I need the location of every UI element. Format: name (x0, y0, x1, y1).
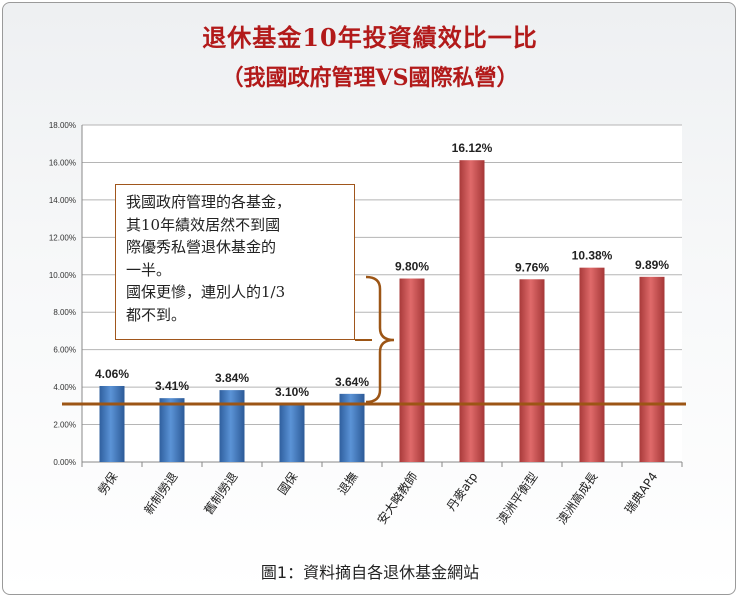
bar (279, 403, 305, 462)
bar (639, 276, 665, 462)
y-tick-label: 6.00% (53, 346, 76, 355)
bar (579, 267, 605, 462)
y-tick-label: 8.00% (53, 308, 76, 317)
x-tick-label: 安大略教師 (374, 469, 421, 527)
data-label: 16.12% (452, 141, 493, 155)
annotation-line: 國保更慘，連別人的1/3 (126, 283, 286, 301)
annotation-box: 我國政府管理的各基金， 其10年績效居然不到國 際優秀私營退休基金的 一半。國保更慘，… (115, 184, 355, 340)
data-label: 9.80% (395, 260, 429, 274)
data-label: 10.38% (572, 249, 613, 263)
bar (519, 279, 545, 462)
annotation-line: 一半。 (126, 260, 172, 279)
data-label: 9.76% (515, 260, 549, 274)
x-tick-label: 瑞典AP4 (622, 470, 660, 517)
data-label: 3.84% (215, 371, 249, 385)
annotation-line: 際優秀私營退休基金的 (126, 238, 277, 256)
bar (99, 385, 125, 462)
y-tick-label: 4.00% (53, 383, 76, 392)
chart-title: 退休基金10年投資績效比一比 (202, 23, 538, 52)
brace (365, 275, 395, 404)
annotation-line: 其10年績效居然不到國 (126, 215, 281, 234)
bar (159, 398, 185, 462)
x-tick-label: 澳洲平衡型 (495, 470, 541, 527)
x-tick-label: 退撫 (335, 470, 360, 498)
bar (459, 160, 485, 462)
y-tick-label: 18.00% (49, 121, 76, 130)
y-tick-label: 12.00% (49, 233, 76, 242)
x-tick-label: 舊制勞退 (201, 469, 241, 517)
chart-subtitle: （我國政府管理VS國際私營） (221, 65, 519, 91)
data-label: 4.06% (95, 367, 129, 381)
bar (219, 390, 245, 462)
y-tick-label: 14.00% (49, 196, 76, 205)
figure-caption: 圖1：資料摘自各退休基金網站 (260, 563, 480, 582)
x-tick-label: 國保 (275, 470, 300, 498)
y-tick-label: 16.00% (49, 158, 76, 167)
x-tick-label: 丹麥atp (444, 470, 481, 514)
data-label: 3.64% (335, 375, 369, 389)
x-tick-label: 新制勞退 (141, 469, 181, 517)
y-tick-label: 10.00% (49, 271, 76, 280)
x-tick-label: 澳洲高成長 (554, 469, 601, 527)
data-label: 9.89% (635, 258, 669, 272)
y-tick-label: 0.00% (53, 458, 76, 467)
annotation-line: 都不到。 (126, 305, 187, 324)
annotation-line: 我國政府管理的各基金， (126, 193, 292, 211)
y-tick-label: 2.00% (53, 421, 76, 430)
x-tick-label: 勞保 (95, 470, 120, 498)
bar (399, 278, 425, 462)
data-label: 3.41% (155, 379, 189, 393)
data-label: 3.10% (275, 385, 309, 399)
